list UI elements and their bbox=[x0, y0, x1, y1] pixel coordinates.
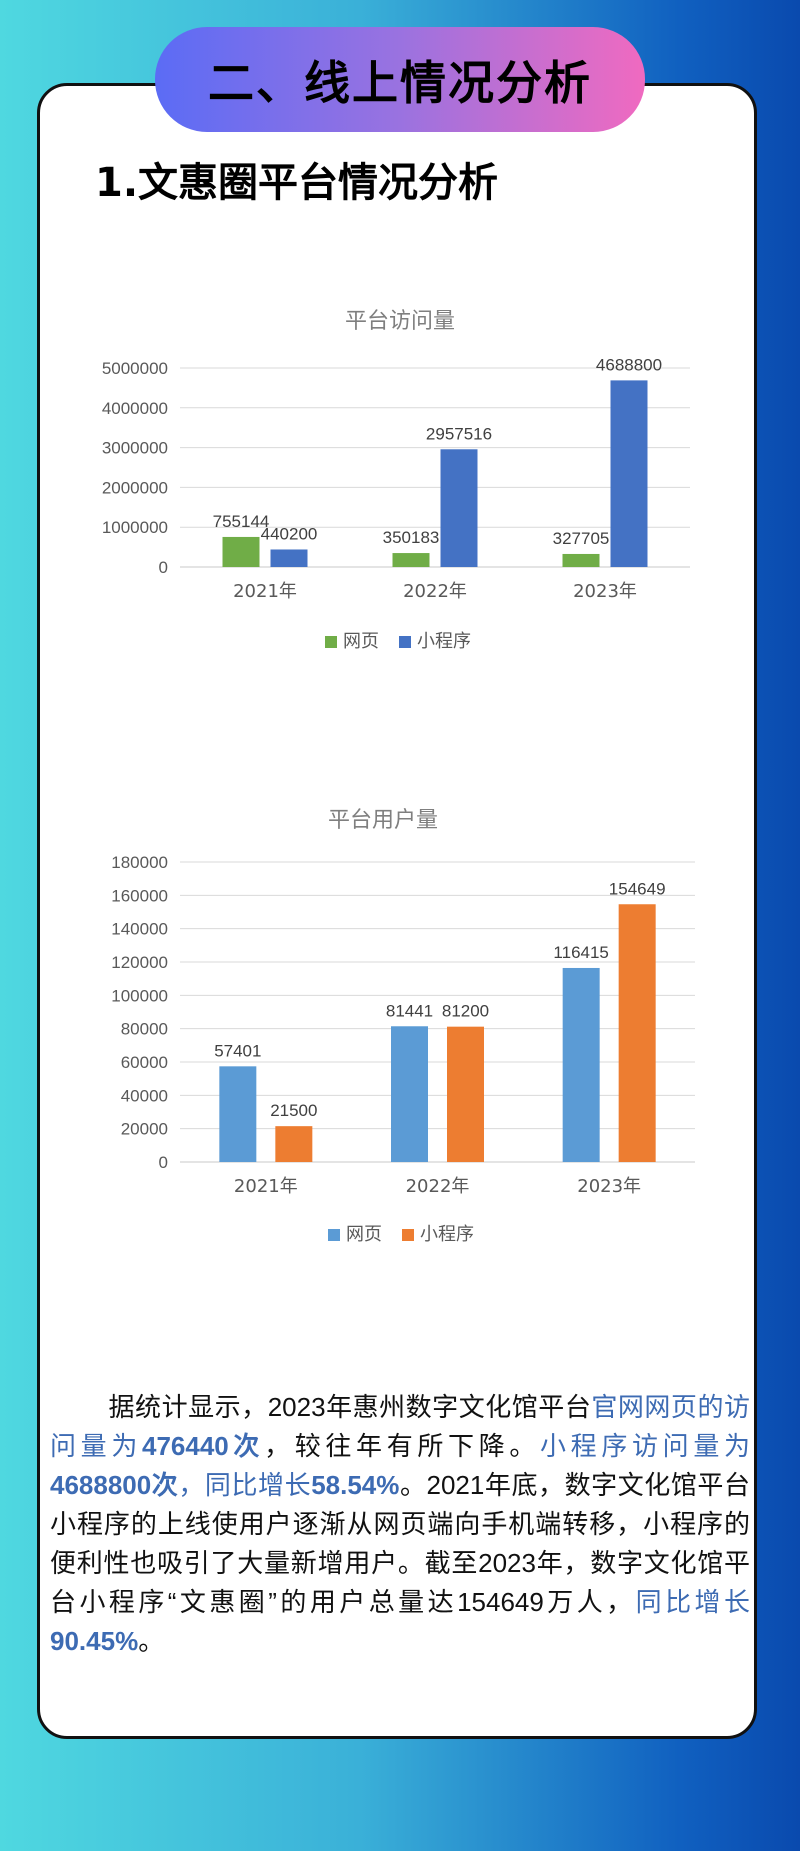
data-label: 57401 bbox=[214, 1041, 261, 1060]
y-tick-label: 100000 bbox=[111, 986, 168, 1005]
bar bbox=[392, 553, 430, 567]
y-tick-label: 5000000 bbox=[102, 359, 168, 378]
section-banner: 二、线上情况分析 bbox=[155, 27, 645, 132]
users-chart-svg: 平台用户量 0 20000 40000 60000 80000 100000 120000 14… bbox=[111, 808, 695, 1245]
bar bbox=[219, 1066, 257, 1162]
bar bbox=[275, 1126, 313, 1162]
bar bbox=[562, 967, 600, 1162]
data-label: 327705 bbox=[553, 529, 610, 548]
bar bbox=[610, 380, 648, 567]
y-tick-label: 1000000 bbox=[102, 518, 168, 537]
para-text-2: ，较往年有所下降。 bbox=[264, 1431, 541, 1461]
x-tick-label: 2021年 bbox=[233, 581, 297, 602]
legend-label: 小程序 bbox=[420, 1224, 474, 1245]
analysis-paragraph: 据统计显示，2023年惠州数字文化馆平台官网网页的访问量为476440次，较往年… bbox=[50, 1388, 750, 1661]
bar bbox=[391, 1026, 428, 1162]
y-tick-label: 20000 bbox=[121, 1120, 168, 1139]
y-tick-label: 0 bbox=[159, 1153, 168, 1172]
chart-title: 平台用户量 bbox=[328, 808, 438, 833]
section-title: 1.文惠圈平台情况分析 bbox=[95, 160, 499, 206]
bar bbox=[562, 553, 600, 567]
data-label: 154649 bbox=[609, 879, 666, 898]
para-highlight-6: 58.54% bbox=[311, 1470, 400, 1500]
legend-swatch bbox=[399, 636, 411, 648]
x-tick-label: 2021年 bbox=[234, 1176, 298, 1197]
data-label: 755144 bbox=[213, 512, 270, 531]
para-highlight-1: 官网网页的访问量为 bbox=[50, 1392, 750, 1461]
y-tick-label: 40000 bbox=[121, 1086, 168, 1105]
data-label: 2957516 bbox=[426, 424, 492, 443]
data-label: 440200 bbox=[261, 524, 318, 543]
y-tick-label: 2000000 bbox=[102, 478, 168, 497]
para-text-1: 据统计显示，2023年惠州数字文化馆平台 bbox=[108, 1392, 592, 1422]
x-tick-label: 2023年 bbox=[573, 581, 637, 602]
para-text-4: 。 bbox=[138, 1626, 165, 1656]
legend-label: 网页 bbox=[346, 1224, 382, 1245]
y-tick-label: 60000 bbox=[121, 1053, 168, 1072]
legend-swatch bbox=[402, 1229, 414, 1241]
data-label: 350183 bbox=[383, 528, 440, 547]
legend-label: 小程序 bbox=[417, 631, 471, 652]
para-highlight-5: ，同比增长 bbox=[178, 1470, 312, 1500]
data-label: 21500 bbox=[270, 1101, 317, 1120]
para-highlight-8: 90.45% bbox=[50, 1626, 139, 1656]
x-tick-label: 2022年 bbox=[406, 1176, 470, 1197]
y-tick-label: 0 bbox=[159, 558, 168, 577]
chart-title: 平台访问量 bbox=[345, 309, 455, 334]
legend-swatch bbox=[328, 1229, 340, 1241]
visits-chart-svg: 平台访问量 0 1000000 2000000 3000000 4000000 500000… bbox=[102, 309, 690, 652]
para-text-3: 。2021年底，数字文化馆平台小程序的上线使用户逐渐从网页端向手机端转移，小程序… bbox=[50, 1470, 750, 1617]
legend-label: 网页 bbox=[343, 631, 379, 652]
bar bbox=[440, 449, 478, 567]
y-tick-label: 180000 bbox=[111, 853, 168, 872]
y-tick-label: 140000 bbox=[111, 920, 168, 939]
para-highlight-2: 476440次 bbox=[141, 1431, 265, 1461]
data-label: 81200 bbox=[442, 1002, 489, 1021]
users-chart: 平台用户量 0 20000 40000 60000 80000 100000 120000 14… bbox=[80, 790, 720, 1260]
y-tick-label: 3000000 bbox=[102, 439, 168, 458]
x-tick-label: 2022年 bbox=[403, 581, 467, 602]
y-tick-label: 80000 bbox=[121, 1020, 168, 1039]
para-highlight-3: 小程序访问量为 bbox=[540, 1431, 750, 1461]
bar bbox=[447, 1026, 484, 1162]
para-highlight-4: 4688800次 bbox=[50, 1470, 179, 1500]
bar bbox=[618, 904, 656, 1162]
y-tick-label: 160000 bbox=[111, 886, 168, 905]
bar bbox=[222, 536, 260, 567]
data-label: 116415 bbox=[553, 943, 608, 962]
legend-swatch bbox=[325, 636, 337, 648]
data-label: 81441 bbox=[386, 1001, 433, 1020]
y-tick-label: 4000000 bbox=[102, 399, 168, 418]
y-tick-label: 120000 bbox=[111, 953, 168, 972]
x-tick-label: 2023年 bbox=[577, 1176, 641, 1197]
bar bbox=[270, 549, 308, 567]
para-highlight-7: 同比增长 bbox=[635, 1587, 750, 1617]
visits-chart: 平台访问量 0 1000000 2000000 3000000 4000000 500000… bbox=[80, 290, 720, 670]
banner-title: 二、线上情况分析 bbox=[208, 55, 592, 110]
data-label: 4688800 bbox=[596, 355, 662, 374]
